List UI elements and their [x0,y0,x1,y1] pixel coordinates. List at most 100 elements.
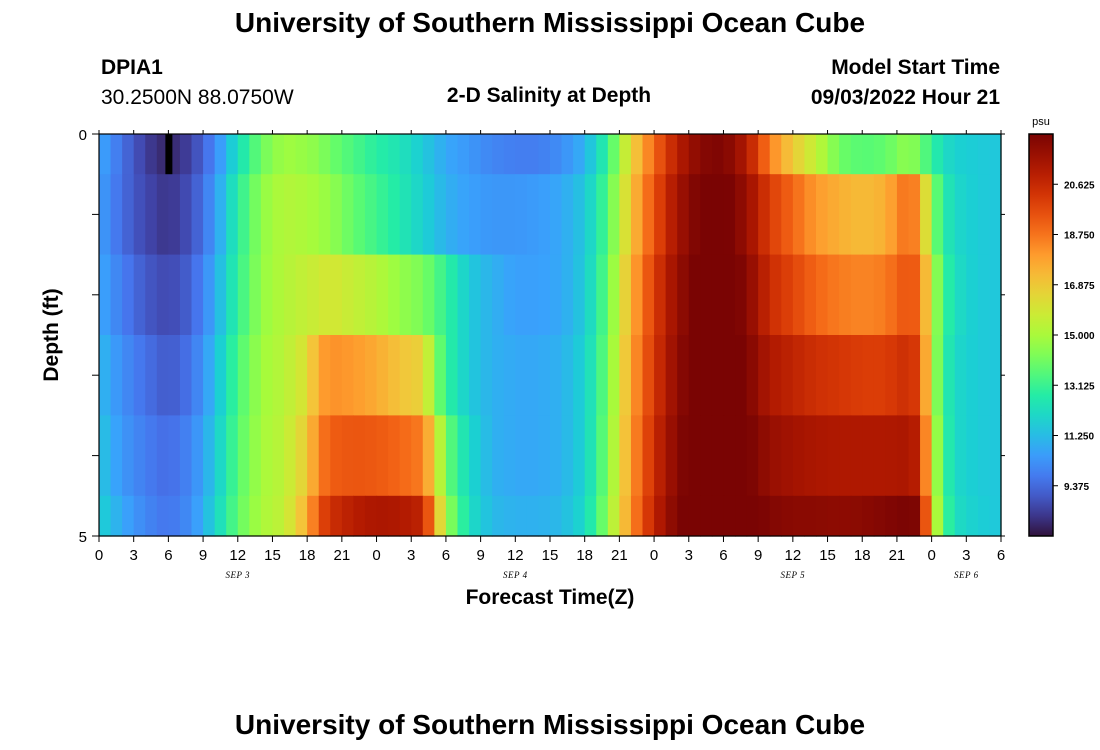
heatmap-cell [654,335,667,416]
heatmap-cell [214,415,227,497]
heatmap-cell [804,495,817,537]
heatmap-cell [434,415,447,497]
date-label: SEP 5 [781,570,806,580]
x-tick-label: 6 [719,547,727,564]
x-axis-ticks: 0 3 6 9 12 15 18 21 0 3 6 9 12 15 18 21 0 3 6 9 12 15 18 21 0 3 6 [95,130,1005,564]
heatmap-cell [260,174,274,256]
x-tick-label: 15 [819,547,836,564]
heatmap-cell [850,254,863,336]
heatmap-cell [550,134,563,175]
heatmap-cell [966,174,979,256]
heatmap-cell [677,134,690,175]
heatmap-cell [954,415,967,497]
heatmap-cell [191,495,204,537]
heatmap-cell [110,415,123,497]
heatmap-cell [156,495,169,537]
heatmap-cell [457,134,470,175]
colorbar-ticks: 20.625 18.750 16.875 15.000 13.125 11.250 9.37… [1053,180,1095,493]
heatmap-cell [677,254,690,336]
heatmap-cell [330,254,343,336]
heatmap-cell [966,495,979,537]
x-tick-label: 3 [962,547,970,564]
heatmap-cell [989,335,1002,416]
heatmap-cell [954,134,967,175]
heatmap-cell [630,335,644,416]
heatmap-cell [422,174,435,256]
heatmap-cell [122,134,135,175]
heatmap-cell [619,174,632,256]
heatmap-cell [307,134,320,175]
heatmap-cell [434,254,447,336]
heatmap-cell [896,134,910,175]
heatmap-cell [746,134,759,175]
heatmap-cell [538,134,551,175]
heatmap-cell [249,134,262,175]
heatmap-cell [457,415,470,497]
heatmap-cell [550,415,563,497]
heatmap-cell [920,134,933,175]
heatmap-cell [179,254,193,336]
colorbar-tick-label: 16.875 [1064,281,1095,292]
heatmap-cell [908,134,921,175]
heatmap-cell [376,495,389,537]
heatmap-cell [457,335,470,416]
heatmap-cell [885,134,898,175]
heatmap-cell [688,495,701,537]
heatmap-cell [341,134,355,175]
heatmap-cell [145,415,158,497]
heatmap-cell [688,174,701,256]
heatmap-cell [284,335,297,416]
heatmap-cell [353,254,366,336]
heatmap-cell [873,415,886,497]
heatmap-cell [122,254,135,336]
heatmap-cell [168,495,181,537]
heatmap-cell [839,415,852,497]
heatmap-cell [445,335,459,416]
heatmap-cell [469,174,482,256]
heatmap-cell [341,174,355,256]
heatmap-cell [434,335,447,416]
heatmap-cell [746,335,759,416]
heatmap-cell [307,495,320,537]
heatmap-cell [249,335,262,416]
heatmap-cell [122,415,135,497]
heatmap-cell [954,495,967,537]
heatmap-cell [735,254,748,336]
x-tick-label: 6 [164,547,172,564]
heatmap-cell [237,174,250,256]
heatmap-cell [191,134,204,175]
heatmap-cell [827,134,840,175]
heatmap-cell [145,134,158,175]
model-start-value: 09/03/2022 Hour 21 [810,86,1000,109]
heatmap-cell [931,495,944,537]
heatmap-cell [284,254,297,336]
heatmap-cell [654,254,667,336]
heatmap-cell [480,174,493,256]
missing-data-markers [165,134,173,175]
heatmap-cell [388,415,401,497]
heatmap-cell [561,254,574,336]
heatmap-cell [284,134,297,175]
heatmap-cell [769,134,782,175]
heatmap-cell [630,495,644,537]
heatmap-cell [284,174,297,256]
heatmap-cell [885,174,898,256]
heatmap-cell [642,415,655,497]
heatmap-cell [284,415,297,497]
heatmap-cell [145,335,158,416]
heatmap-cell [133,335,146,416]
heatmap-cell [700,335,713,416]
heatmap-cell [561,134,574,175]
colorbar-tick-label: 11.250 [1064,432,1094,443]
heatmap-cell [677,415,690,497]
heatmap-cell [607,174,620,256]
heatmap-cell [815,415,829,497]
heatmap-cell [619,495,632,537]
heatmap-cell [943,134,956,175]
x-tick-label: 12 [229,547,246,564]
heatmap-cell [943,495,956,537]
heatmap-cell [341,254,355,336]
x-tick-label: 9 [199,547,207,564]
heatmap-cell [307,174,320,256]
